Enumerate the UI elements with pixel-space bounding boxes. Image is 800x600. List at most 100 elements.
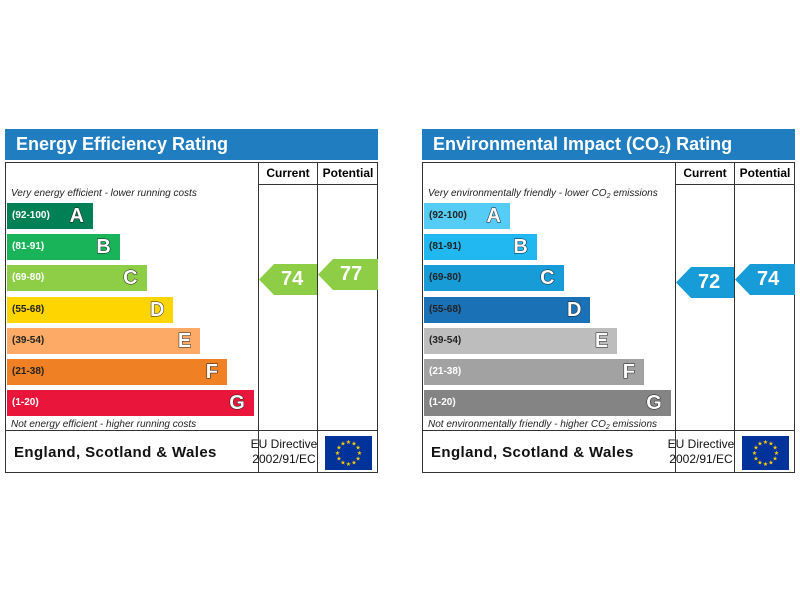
svg-text:★: ★ <box>340 460 345 467</box>
rating-band-b: (81-91) B <box>424 234 537 261</box>
band-range-label: (92-100) <box>12 210 50 221</box>
band-range-label: (81-91) <box>12 241 45 253</box>
top-note: Very environmentally friendly - lower CO… <box>428 188 658 200</box>
band-range-label: (1-20) <box>12 397 39 409</box>
band-range-label: (92-100) <box>429 210 467 221</box>
column-divider <box>317 163 318 472</box>
svg-text:★: ★ <box>355 456 360 463</box>
rating-band-c: (69-80) C <box>7 265 147 292</box>
band-range-label: (1-20) <box>429 397 456 409</box>
svg-text:★: ★ <box>752 450 757 457</box>
rating-band-d: (55-68) D <box>424 296 591 323</box>
svg-text:★: ★ <box>355 445 360 452</box>
svg-text:★: ★ <box>763 461 768 468</box>
panel-title-text: Energy Efficiency Rating <box>16 134 229 154</box>
column-header-potential: Potential <box>322 166 374 180</box>
column-divider <box>734 163 735 472</box>
current-rating-arrow: 72 <box>676 267 734 298</box>
panel-title-suffix: ) Rating <box>665 134 733 154</box>
band-range-label: (21-38) <box>12 366 45 377</box>
rating-band-d: (55-68) D <box>7 296 174 323</box>
svg-text:★: ★ <box>357 450 362 457</box>
svg-text:★: ★ <box>768 460 773 467</box>
panel-title-prefix: Environmental Impact (CO <box>433 134 660 154</box>
footer-region: England, Scotland & Wales <box>431 444 634 461</box>
directive-line-2: 2002/91/EC <box>252 452 316 466</box>
rating-band-b: (81-91) B <box>7 234 120 261</box>
rating-band-a: (92-100) A <box>7 203 93 229</box>
rating-band-f: (21-38) F <box>424 359 644 385</box>
svg-text:★: ★ <box>346 461 351 468</box>
footer-region: England, Scotland & Wales <box>14 444 217 461</box>
bottom-note: Not energy efficient - higher running co… <box>11 419 197 430</box>
band-letter: D <box>566 298 582 321</box>
environmental-impact-panel: Environmental Impact (CO2) Rating Curren… <box>422 129 795 473</box>
band-letter: F <box>205 361 218 384</box>
band-letter: F <box>622 361 635 384</box>
header-divider <box>258 184 377 185</box>
band-letter: D <box>149 298 165 321</box>
band-letter: B <box>96 236 111 259</box>
footer-directive: EU Directive 2002/91/EC <box>246 437 322 467</box>
svg-text:★: ★ <box>753 445 758 452</box>
directive-line-2: 2002/91/EC <box>669 452 733 466</box>
column-divider <box>258 163 259 472</box>
svg-text:★: ★ <box>753 456 758 463</box>
band-range-label: (69-80) <box>12 272 45 284</box>
column-header-current: Current <box>266 166 310 180</box>
footer-divider <box>423 430 794 431</box>
rating-band-g: (1-20) G <box>424 390 671 417</box>
band-letter: B <box>513 236 528 259</box>
svg-text:★: ★ <box>336 456 341 463</box>
svg-text:★: ★ <box>346 439 351 446</box>
top-note: Very energy efficient - lower running co… <box>11 188 197 199</box>
bottom-note-prefix: Not environmentally friendly - higher CO <box>428 419 606 430</box>
band-letter: G <box>646 392 663 415</box>
rating-band-e: (39-54) E <box>424 327 618 354</box>
svg-text:★: ★ <box>757 460 762 467</box>
band-letter: A <box>486 205 501 228</box>
eu-flag-icon: ★★★★★★★★★ ★ ★★ <box>325 436 372 470</box>
potential-rating-arrow: 77 <box>318 259 378 290</box>
svg-text:★: ★ <box>757 441 762 448</box>
band-range-label: (21-38) <box>429 366 462 377</box>
directive-line-1: EU Directive <box>667 437 735 451</box>
svg-text:★: ★ <box>763 439 768 446</box>
rating-table: Current Potential Very energy efficient … <box>5 162 378 473</box>
rating-band-e: (39-54) E <box>7 327 201 354</box>
rating-band-c: (69-80) C <box>424 265 564 292</box>
directive-line-1: EU Directive <box>250 437 318 451</box>
panel-title: Energy Efficiency Rating <box>5 129 378 160</box>
band-range-label: (55-68) <box>429 303 462 315</box>
svg-text:★: ★ <box>774 450 779 457</box>
svg-text:★: ★ <box>340 441 345 448</box>
column-header-potential: Potential <box>739 166 791 180</box>
column-header-current: Current <box>683 166 727 180</box>
footer-divider <box>6 430 377 431</box>
bottom-note-subscript: 2 <box>605 424 610 431</box>
svg-text:★: ★ <box>336 445 341 452</box>
band-range-label: (39-54) <box>12 334 45 346</box>
band-range-label: (55-68) <box>12 303 45 315</box>
svg-text:★: ★ <box>772 445 777 452</box>
column-divider <box>675 163 676 472</box>
potential-rating-arrow: 74 <box>735 264 795 295</box>
svg-text:★: ★ <box>351 441 356 448</box>
bottom-note-suffix: emissions <box>609 419 658 430</box>
top-note-subscript: 2 <box>606 193 611 200</box>
top-note-suffix: emissions <box>610 188 658 199</box>
svg-text:★: ★ <box>772 456 777 463</box>
rating-band-f: (21-38) F <box>7 359 227 385</box>
panel-title: Environmental Impact (CO2) Rating <box>422 129 795 160</box>
svg-text:★: ★ <box>768 441 773 448</box>
rating-band-g: (1-20) G <box>7 390 254 417</box>
eu-flag-icon: ★★★★★★★★★ ★ ★★ <box>742 436 789 470</box>
header-divider <box>675 184 794 185</box>
current-rating-arrow: 74 <box>259 264 317 295</box>
energy-efficiency-panel: Energy Efficiency Rating Current Potenti… <box>5 129 378 473</box>
band-range-label: (39-54) <box>429 334 462 346</box>
rating-band-a: (92-100) A <box>424 203 510 229</box>
band-letter: G <box>229 392 246 415</box>
band-letter: E <box>177 329 192 352</box>
footer-directive: EU Directive 2002/91/EC <box>663 437 739 467</box>
